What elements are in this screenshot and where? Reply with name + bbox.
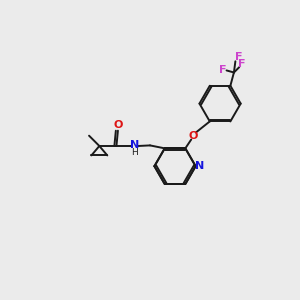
Text: F: F xyxy=(235,52,242,62)
Text: F: F xyxy=(238,59,246,69)
Text: F: F xyxy=(219,64,226,74)
Text: N: N xyxy=(194,161,204,171)
Text: O: O xyxy=(113,120,123,130)
Text: O: O xyxy=(189,131,198,141)
Text: N: N xyxy=(130,140,139,150)
Text: H: H xyxy=(131,148,138,157)
